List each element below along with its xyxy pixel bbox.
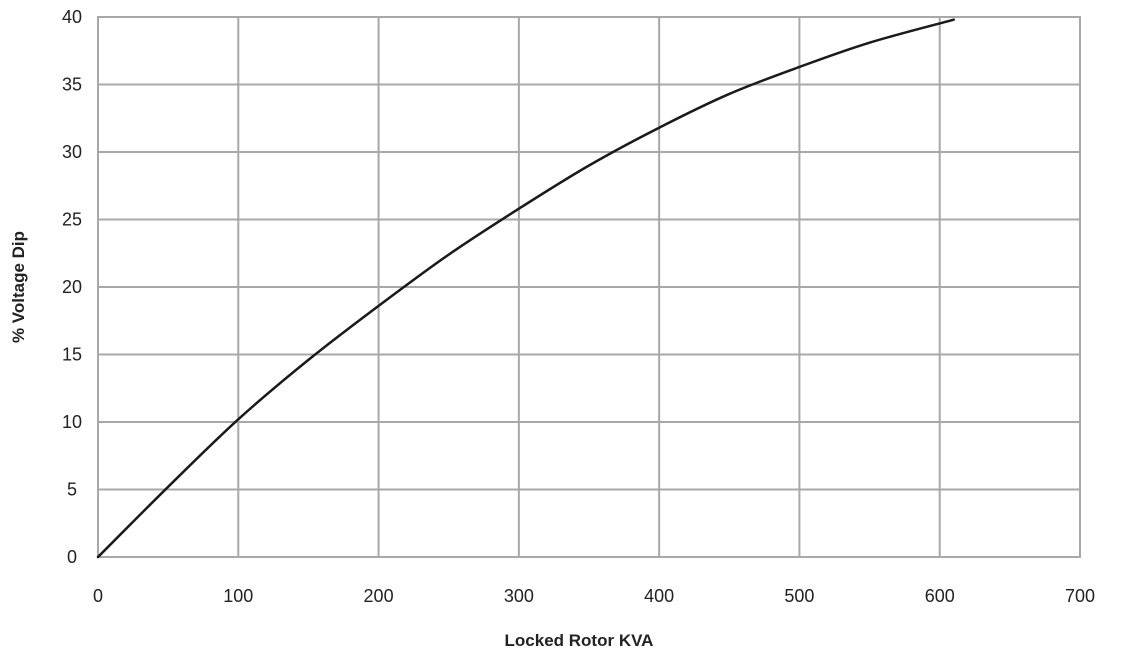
y-tick-label: 35 <box>62 75 82 95</box>
x-axis-title: Locked Rotor KVA <box>505 631 654 650</box>
y-tick-label: 40 <box>62 7 82 27</box>
y-axis-ticks: 0 5 10 15 20 25 30 35 40 <box>62 7 82 567</box>
grid <box>97 16 1081 558</box>
y-tick-label: 20 <box>62 277 82 297</box>
plot-area-frame <box>97 16 1081 558</box>
y-axis-title: % Voltage Dip <box>9 231 28 343</box>
x-tick-label: 700 <box>1065 586 1095 606</box>
y-tick-label: 0 <box>67 547 77 567</box>
y-tick-label: 15 <box>62 345 82 365</box>
x-tick-label: 100 <box>223 586 253 606</box>
y-tick-label: 10 <box>62 412 82 432</box>
x-tick-label: 400 <box>644 586 674 606</box>
x-tick-label: 600 <box>925 586 955 606</box>
y-tick-label: 30 <box>62 142 82 162</box>
y-tick-label: 25 <box>62 210 82 230</box>
x-axis-ticks: 0 100 200 300 400 500 600 700 <box>93 586 1095 606</box>
x-tick-label: 200 <box>364 586 394 606</box>
x-tick-label: 500 <box>784 586 814 606</box>
series-line-voltage-dip <box>96 18 955 559</box>
x-tick-label: 0 <box>93 586 103 606</box>
x-tick-label: 300 <box>504 586 534 606</box>
y-tick-label: 5 <box>67 480 77 500</box>
